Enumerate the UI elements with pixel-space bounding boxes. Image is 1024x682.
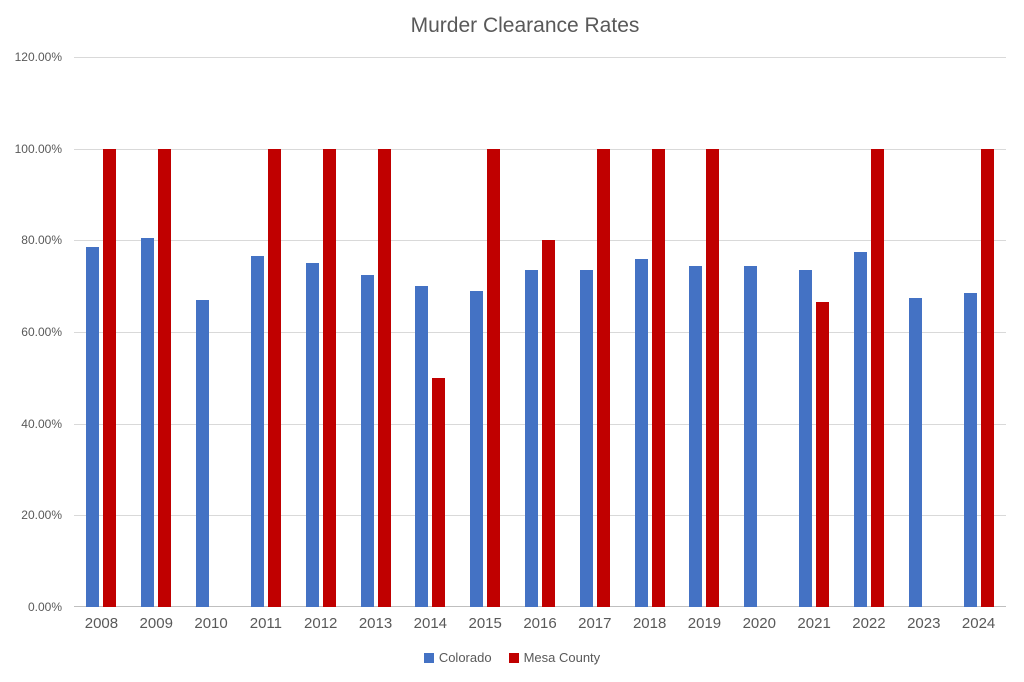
x-tick-label-2020: 2020 (742, 615, 776, 632)
gridline-100 (74, 148, 1006, 150)
x-tick-label-2018: 2018 (632, 615, 667, 632)
y-tick-label: 120.00% (14, 50, 62, 64)
x-axis: 2008 2009 2010 2011 2012 2013 2014 2015 2016 2017… (74, 615, 1006, 635)
y-tick-label: 80.00% (21, 233, 62, 248)
legend-swatch-mesa-county (508, 652, 519, 663)
bar-colorado-2009 (141, 238, 155, 607)
x-tick-label-2015: 2015 (468, 615, 502, 632)
bar-mesa-county-2009 (158, 148, 172, 607)
bar-mesa-county-2024 (980, 148, 994, 607)
bar-colorado-2017 (579, 270, 593, 607)
gridline-120 (74, 57, 1006, 58)
legend-label: Colorado (438, 650, 492, 665)
x-tick-label-2010: 2010 (194, 615, 228, 632)
y-tick-label: 0.00% (27, 600, 62, 614)
legend-label: Mesa County (523, 650, 601, 665)
x-tick-label-2016: 2016 (523, 615, 557, 632)
x-tick-label-2019: 2019 (687, 615, 722, 632)
bar-mesa-county-2017 (596, 148, 610, 607)
bar-mesa-county-2012 (322, 148, 336, 607)
legend-item-mesa-county: Mesa County (508, 650, 601, 665)
gridline-60 (74, 332, 1006, 333)
legend-swatch-colorado (423, 652, 434, 663)
y-tick-label: 20.00% (21, 508, 62, 523)
x-tick-label-2011: 2011 (249, 615, 282, 632)
bar-mesa-county-2013 (377, 148, 391, 607)
x-tick-label-2009: 2009 (139, 615, 173, 632)
bar-colorado-2010 (196, 299, 210, 607)
bar-mesa-county-2014 (432, 377, 446, 607)
bar-mesa-county-2011 (267, 148, 281, 607)
bar-mesa-county-2015 (487, 148, 501, 607)
x-tick-label-2012: 2012 (304, 615, 338, 632)
bar-colorado-2016 (525, 270, 538, 607)
plot-area (74, 57, 1006, 607)
gridline-40 (74, 423, 1006, 425)
x-tick-label-2014: 2014 (413, 615, 448, 632)
bar-colorado-2022 (853, 251, 867, 607)
y-tick-label: 40.00% (21, 416, 62, 431)
gridline-20 (74, 515, 1006, 517)
x-tick-label-2023: 2023 (907, 615, 941, 632)
bar-mesa-county-2008 (103, 148, 117, 607)
bar-colorado-2019 (689, 265, 703, 607)
y-axis: 0.00% 20.00% 40.00% 60.00% 80.00% 100.00% 120.… (0, 50, 62, 614)
gridline-80 (74, 240, 1006, 242)
bar-colorado-2015 (470, 290, 484, 607)
bar-colorado-2023 (908, 297, 922, 607)
x-tick-label-2024: 2024 (961, 615, 996, 632)
chart-title: Murder Clearance Rates (410, 14, 640, 37)
x-tick-label-2017: 2017 (578, 615, 612, 632)
bar-colorado-2021 (799, 270, 813, 607)
bar-colorado-2014 (415, 286, 429, 607)
x-axis-line (74, 606, 1006, 607)
bar-colorado-2024 (963, 293, 977, 607)
bar-colorado-2013 (360, 274, 374, 607)
x-tick-label-2021: 2021 (797, 615, 831, 632)
y-tick-label: 100.00% (14, 141, 62, 156)
bar-colorado-2018 (634, 258, 648, 607)
bar-colorado-2011 (250, 256, 264, 607)
x-tick-label-2013: 2013 (358, 615, 393, 632)
bar-colorado-2020 (744, 265, 758, 607)
legend: Colorado Mesa County (0, 650, 1024, 665)
bar-mesa-county-2022 (870, 148, 884, 607)
bar-mesa-county-2016 (542, 240, 555, 607)
bar-mesa-county-2021 (816, 302, 830, 607)
y-tick-label: 60.00% (21, 325, 62, 339)
bar-colorado-2008 (86, 247, 100, 607)
legend-item-colorado: Colorado (423, 650, 492, 665)
bar-mesa-county-2018 (651, 148, 665, 607)
bar-colorado-2012 (305, 263, 319, 607)
bar-mesa-county-2019 (706, 148, 720, 607)
x-tick-label-2022: 2022 (852, 615, 886, 632)
x-tick-label-2008: 2008 (84, 615, 119, 632)
